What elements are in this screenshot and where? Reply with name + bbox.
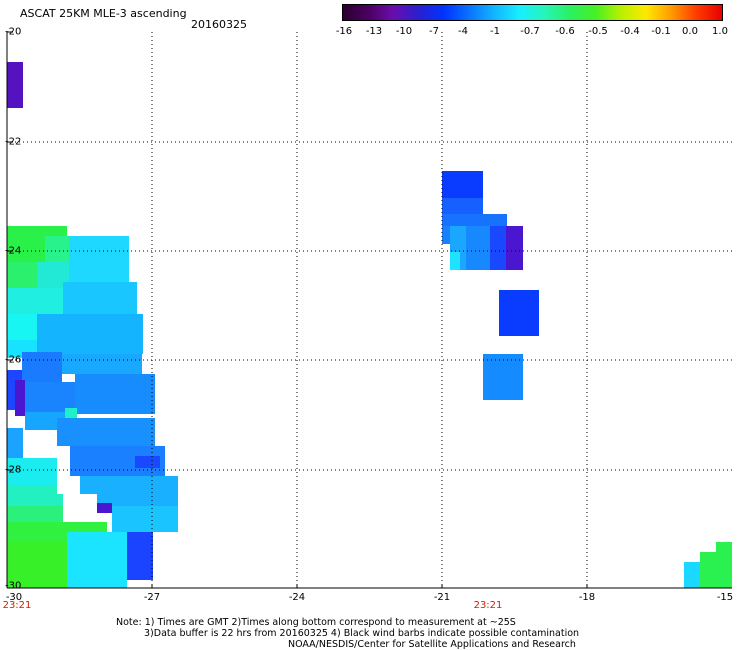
data-cell — [442, 214, 507, 226]
footer-note-line1: Note: 1) Times are GMT 2)Times along bot… — [116, 617, 516, 628]
data-cell — [490, 226, 506, 270]
data-cell — [7, 288, 63, 314]
colorbar-label: 0.0 — [682, 26, 698, 37]
data-cell — [7, 542, 67, 588]
data-cell — [67, 532, 127, 588]
data-cell — [7, 262, 37, 288]
y-tick-label: -30 — [5, 580, 22, 592]
data-cell — [442, 198, 483, 214]
data-cell — [25, 412, 65, 430]
data-cell — [69, 236, 129, 282]
x-tick-label: -27 — [143, 592, 161, 603]
data-cell — [75, 374, 155, 414]
x-tick-label: -21 — [433, 592, 451, 603]
data-cell — [37, 314, 143, 354]
data-cell — [96, 503, 112, 513]
colorbar-label: -7 — [429, 26, 439, 37]
data-cell — [7, 458, 57, 486]
y-tick-label: -20 — [5, 26, 22, 38]
data-cell — [65, 408, 77, 418]
colorbar-label: -0.5 — [588, 26, 608, 37]
data-cell — [684, 562, 700, 588]
gridlines — [7, 32, 732, 588]
no-data-gap — [63, 494, 97, 522]
data-cell — [700, 552, 732, 588]
y-tick-label: -24 — [5, 245, 22, 257]
y-tick-label: -26 — [5, 354, 22, 366]
data-cell — [25, 382, 75, 412]
data-cell — [15, 380, 25, 416]
footer-note-line2: 3)Data buffer is 22 hrs from 20160325 4)… — [144, 628, 580, 639]
y-tick-label: -22 — [5, 136, 22, 148]
data-cell — [7, 314, 37, 340]
title: ASCAT 25KM MLE-3 ascending — [20, 7, 187, 20]
time-label: 23:21 — [2, 600, 32, 611]
data-cell — [7, 428, 23, 458]
data-cell — [483, 354, 523, 400]
time-label: 23:21 — [473, 600, 503, 611]
data-cell — [506, 226, 523, 270]
data-cell — [450, 252, 460, 270]
colorbar-label: -0.4 — [620, 26, 640, 37]
colorbar-label: -0.7 — [520, 26, 540, 37]
colorbar-label: -13 — [365, 26, 383, 37]
colorbar-label: -1 — [490, 26, 500, 37]
x-tick-label: -18 — [578, 592, 596, 603]
y-tick-label: -28 — [5, 464, 22, 476]
colorbar — [342, 4, 723, 21]
data-cell — [499, 290, 539, 336]
data-cell — [7, 62, 23, 108]
colorbar-label: -0.6 — [555, 26, 575, 37]
date-label: 20160325 — [191, 18, 247, 31]
wind-data-cells — [7, 62, 732, 588]
x-tick-label: -24 — [288, 592, 306, 603]
colorbar-label: -0.1 — [651, 26, 671, 37]
data-cell — [127, 532, 153, 580]
x-tick-label: -15 — [716, 592, 734, 603]
axis-lines — [6, 31, 732, 589]
data-cell — [112, 506, 178, 532]
footer-credit: NOAA/NESDIS/Center for Satellite Applica… — [288, 639, 576, 650]
colorbar-label: -10 — [395, 26, 413, 37]
data-cell — [7, 486, 63, 506]
data-cell — [57, 418, 155, 446]
x-tick-label: -30 — [5, 592, 23, 603]
data-cell — [22, 352, 62, 382]
data-cell — [442, 171, 483, 198]
data-cell — [45, 236, 69, 262]
colorbar-label: 1.0 — [712, 26, 728, 37]
data-cell — [63, 282, 137, 318]
colorbar-label: -16 — [335, 26, 353, 37]
data-cell — [135, 456, 160, 468]
colorbar-label: -4 — [458, 26, 468, 37]
data-cell — [442, 226, 450, 244]
data-cell — [716, 542, 732, 552]
no-data-gap — [23, 430, 57, 456]
data-cell — [62, 354, 142, 374]
